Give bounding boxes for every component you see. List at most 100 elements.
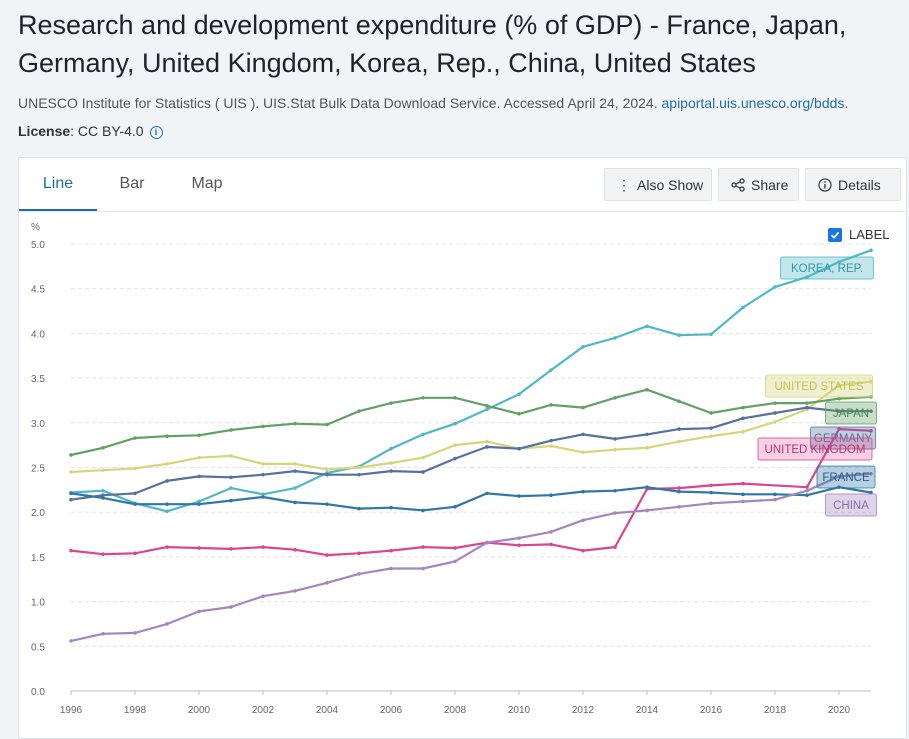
data-point — [389, 469, 393, 473]
label-checkbox[interactable] — [828, 228, 842, 242]
data-point — [197, 499, 201, 504]
share-button[interactable]: Share — [718, 168, 799, 201]
details-button[interactable]: Details — [805, 168, 901, 201]
series-line — [70, 472, 872, 642]
data-point — [165, 479, 169, 483]
data-point — [709, 501, 713, 506]
data-point — [485, 491, 489, 496]
data-point — [357, 572, 361, 576]
series-line — [70, 486, 872, 512]
data-point — [69, 548, 73, 553]
data-point — [133, 436, 137, 440]
data-point — [165, 462, 169, 466]
data-point — [165, 502, 169, 506]
data-point — [741, 416, 745, 421]
data-point — [69, 491, 73, 496]
series-label: UNITED STATES — [774, 381, 863, 393]
data-point — [581, 548, 585, 553]
info-icon[interactable]: i — [149, 126, 163, 139]
data-point — [805, 485, 809, 489]
x-tick-label: 2000 — [188, 705, 211, 716]
data-point — [69, 453, 73, 457]
data-point — [325, 553, 329, 557]
data-point — [869, 490, 873, 495]
data-point — [165, 509, 169, 514]
y-tick-label: 2.0 — [31, 508, 45, 519]
data-point — [261, 594, 265, 599]
data-point — [677, 333, 681, 337]
data-point — [677, 399, 681, 404]
share-label: Share — [751, 177, 789, 193]
x-tick-label: 1996 — [60, 705, 83, 716]
also-show-button[interactable]: ⋮ Also Show — [604, 168, 712, 201]
data-point — [773, 401, 777, 405]
data-point — [101, 493, 105, 498]
data-point — [645, 324, 649, 329]
data-point — [741, 499, 745, 504]
series-label-box — [757, 437, 873, 461]
data-point — [837, 409, 841, 413]
data-point — [453, 559, 457, 564]
y-tick-label: 3.5 — [31, 374, 45, 385]
x-tick-label: 2008 — [444, 705, 467, 716]
data-point — [485, 540, 489, 545]
x-tick-label: 2004 — [316, 705, 339, 716]
data-point — [549, 530, 553, 534]
data-point — [773, 411, 777, 415]
data-point — [517, 446, 521, 451]
data-point — [165, 622, 169, 626]
data-point — [773, 497, 777, 502]
chart-card: Line Bar Map ⋮ Also Show Share Details — [18, 157, 907, 739]
data-point — [645, 432, 649, 437]
x-tick-label: 2018 — [764, 705, 787, 716]
series-label: JAPAN — [833, 408, 869, 420]
data-point — [197, 455, 201, 460]
data-point — [453, 443, 457, 447]
y-axis-unit-label: % — [31, 222, 40, 233]
series-line — [70, 249, 872, 513]
data-point — [549, 403, 553, 407]
data-point — [773, 285, 777, 289]
data-point — [709, 332, 713, 337]
x-tick-label: 2012 — [572, 705, 595, 716]
data-point — [453, 546, 457, 550]
data-point — [293, 421, 297, 426]
also-show-label: Also Show — [637, 177, 704, 193]
data-point — [197, 502, 201, 506]
data-point — [101, 631, 105, 636]
x-tick-label: 2016 — [700, 705, 723, 716]
details-label: Details — [838, 177, 881, 193]
data-point — [485, 445, 489, 449]
data-point — [229, 547, 233, 551]
data-point — [133, 551, 137, 556]
source-link[interactable]: apiportal.uis.unesco.org/bdds. — [661, 95, 849, 111]
data-point — [197, 433, 201, 438]
data-point — [293, 547, 297, 552]
license: License: CC BY-4.0 i — [18, 123, 163, 139]
source-citation: UNESCO Institute for Statistics ( UIS ).… — [18, 95, 908, 111]
data-point — [741, 405, 745, 410]
data-point — [261, 462, 265, 466]
data-point — [101, 552, 105, 557]
data-point — [421, 470, 425, 474]
data-point — [485, 439, 489, 444]
data-point — [197, 474, 201, 479]
data-point — [773, 420, 777, 424]
data-point — [837, 383, 841, 388]
data-point — [325, 581, 329, 585]
tab-line[interactable]: Line — [19, 158, 97, 211]
data-point — [229, 475, 233, 480]
data-point — [261, 424, 265, 429]
data-point — [709, 434, 713, 439]
data-point — [549, 368, 553, 372]
data-point — [357, 472, 361, 477]
data-point — [613, 545, 617, 549]
series-label-box — [780, 256, 874, 280]
tab-bar[interactable]: Bar — [119, 175, 145, 192]
data-point — [805, 401, 809, 405]
tab-map[interactable]: Map — [191, 175, 223, 192]
data-point — [389, 566, 393, 571]
y-tick-label: 1.0 — [31, 598, 45, 609]
y-tick-label: 0.0 — [31, 687, 45, 698]
data-point — [389, 401, 393, 405]
